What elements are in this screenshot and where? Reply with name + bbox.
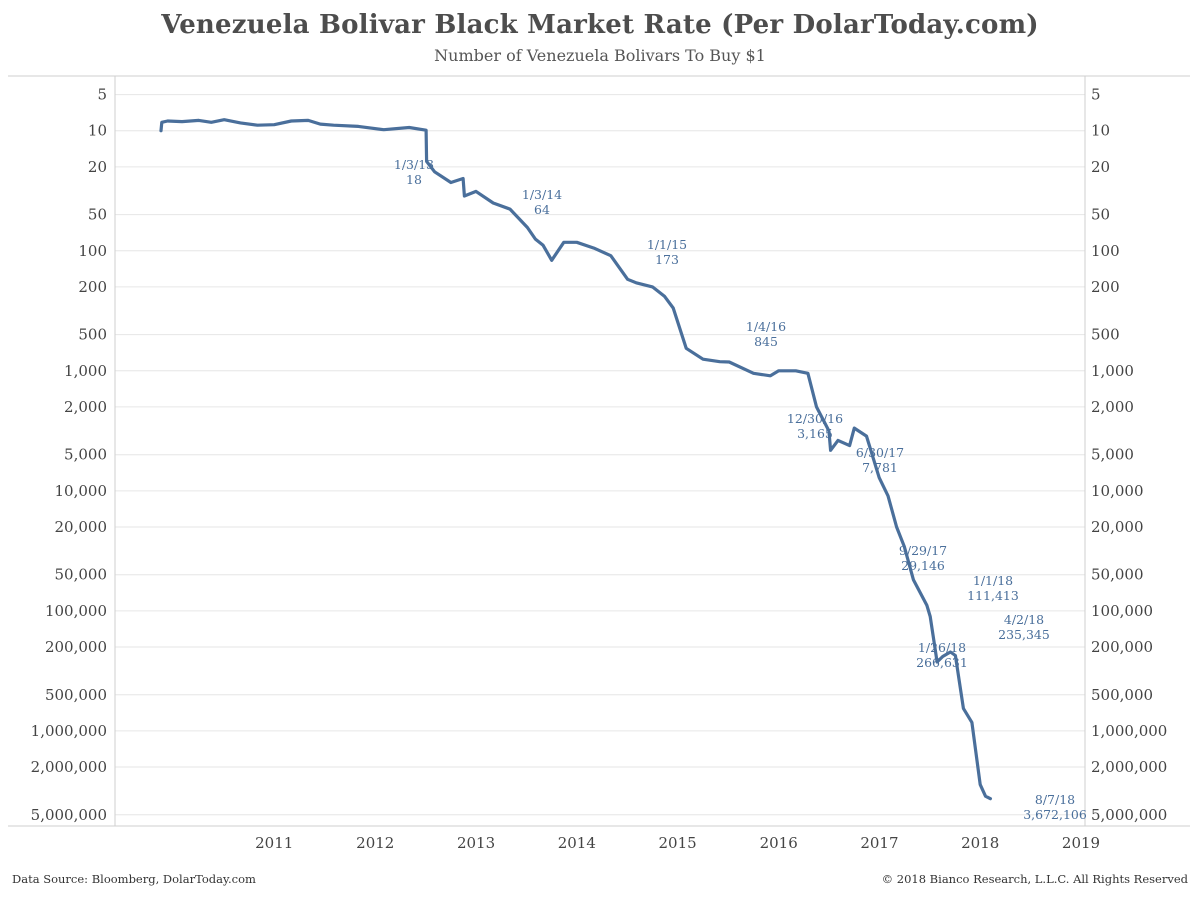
y-tick-label-left: 5,000,000 bbox=[31, 806, 107, 824]
annotation-value: 845 bbox=[754, 334, 778, 349]
y-tick-label-right: 2,000 bbox=[1091, 398, 1134, 416]
y-tick-label-left: 50,000 bbox=[55, 566, 108, 584]
annotation-label: 8/7/183,672,106 bbox=[1023, 792, 1087, 822]
chart-title: Venezuela Bolivar Black Market Rate (Per… bbox=[161, 10, 1039, 40]
annotation-value: 235,345 bbox=[998, 627, 1050, 642]
y-tick-label-left: 2,000,000 bbox=[31, 758, 107, 776]
y-axis-right: 5 10 20 50 100 200 500 1,000 2,000 5,000 10,000 20,… bbox=[1091, 86, 1167, 824]
y-tick-label-left: 50 bbox=[88, 206, 107, 224]
series-line bbox=[159, 118, 992, 801]
y-tick-label-left: 500 bbox=[78, 326, 107, 344]
y-tick-label-right: 500 bbox=[1091, 326, 1120, 344]
annotation-date: 1/1/18 bbox=[973, 573, 1013, 588]
x-tick-label: 2019 bbox=[1062, 834, 1100, 852]
y-tick-label-left: 200,000 bbox=[45, 638, 107, 656]
y-tick-label-right: 5 bbox=[1091, 86, 1101, 104]
x-tick-label: 2018 bbox=[961, 834, 999, 852]
y-tick-label-left: 5,000 bbox=[64, 446, 107, 464]
annotation-value: 111,413 bbox=[967, 588, 1019, 603]
y-tick-label-right: 5,000 bbox=[1091, 446, 1134, 464]
x-axis: 2011 2012 2013 2014 2015 2016 2017 2018 2019 bbox=[255, 834, 1100, 852]
y-tick-label-right: 500,000 bbox=[1091, 686, 1153, 704]
annotation-label: 6/30/177,781 bbox=[856, 445, 904, 475]
annotation-date: 6/30/17 bbox=[856, 445, 904, 460]
y-tick-label-left: 200 bbox=[78, 278, 107, 296]
series-group bbox=[159, 118, 992, 801]
annotation-value: 18 bbox=[406, 172, 422, 187]
annotation-value: 7,781 bbox=[862, 460, 898, 475]
annotation-date: 1/3/13 bbox=[394, 157, 434, 172]
x-tick-label: 2016 bbox=[760, 834, 798, 852]
y-tick-label-right: 5,000,000 bbox=[1091, 806, 1167, 824]
x-tick-label: 2015 bbox=[659, 834, 697, 852]
y-tick-label-left: 10,000 bbox=[55, 482, 108, 500]
y-tick-label-right: 200 bbox=[1091, 278, 1120, 296]
y-tick-label-left: 5 bbox=[97, 86, 107, 104]
annotation-date: 9/29/17 bbox=[899, 543, 947, 558]
y-tick-label-left: 20 bbox=[88, 158, 107, 176]
y-tick-label-left: 100 bbox=[78, 242, 107, 260]
data-source-note: Data Source: Bloomberg, DolarToday.com bbox=[12, 872, 256, 886]
y-tick-label-right: 50 bbox=[1091, 206, 1110, 224]
y-tick-label-right: 100,000 bbox=[1091, 602, 1153, 620]
x-tick-label: 2014 bbox=[558, 834, 596, 852]
annotation-date: 12/30/16 bbox=[787, 411, 843, 426]
annotation-value: 3,165 bbox=[797, 426, 833, 441]
y-tick-label-right: 1,000,000 bbox=[1091, 722, 1167, 740]
y-tick-label-left: 1,000 bbox=[64, 362, 107, 380]
x-tick-label: 2011 bbox=[255, 834, 293, 852]
annotation-value: 29,146 bbox=[901, 558, 945, 573]
annotation-value: 266,631 bbox=[916, 655, 968, 670]
y-tick-label-right: 50,000 bbox=[1091, 566, 1144, 584]
annotation-date: 4/2/18 bbox=[1004, 612, 1044, 627]
y-tick-label-right: 100 bbox=[1091, 242, 1120, 260]
annotation-label: 12/30/163,165 bbox=[787, 411, 843, 441]
x-tick-label: 2017 bbox=[860, 834, 898, 852]
annotation-date: 1/4/16 bbox=[746, 319, 786, 334]
y-tick-label-right: 10,000 bbox=[1091, 482, 1144, 500]
chart-subtitle: Number of Venezuela Bolivars To Buy $1 bbox=[434, 46, 766, 65]
y-tick-label-left: 500,000 bbox=[45, 686, 107, 704]
copyright-note: © 2018 Bianco Research, L.L.C. All Right… bbox=[881, 872, 1188, 886]
annotation-date: 1/26/18 bbox=[918, 640, 966, 655]
annotation-date: 1/1/15 bbox=[647, 237, 687, 252]
annotation-date: 1/3/14 bbox=[522, 187, 562, 202]
annotation-value: 3,672,106 bbox=[1023, 807, 1087, 822]
annotation-value: 64 bbox=[534, 202, 550, 217]
y-tick-label-left: 1,000,000 bbox=[31, 722, 107, 740]
y-tick-label-left: 2,000 bbox=[64, 398, 107, 416]
y-tick-label-left: 10 bbox=[88, 122, 107, 140]
y-axis-left: 5 10 20 50 100 200 500 1,000 2,000 5,000 10,000 20,… bbox=[31, 86, 107, 824]
y-tick-label-left: 20,000 bbox=[55, 518, 108, 536]
x-tick-label: 2013 bbox=[457, 834, 495, 852]
plot-frame bbox=[8, 75, 1190, 827]
y-tick-label-right: 10 bbox=[1091, 122, 1110, 140]
gridlines bbox=[115, 94, 1085, 816]
y-tick-label-right: 200,000 bbox=[1091, 638, 1153, 656]
annotation-value: 173 bbox=[655, 252, 679, 267]
annotation-date: 8/7/18 bbox=[1035, 792, 1075, 807]
y-tick-label-right: 20 bbox=[1091, 158, 1110, 176]
y-tick-label-left: 100,000 bbox=[45, 602, 107, 620]
y-tick-label-right: 20,000 bbox=[1091, 518, 1144, 536]
x-tick-label: 2012 bbox=[356, 834, 394, 852]
y-tick-label-right: 2,000,000 bbox=[1091, 758, 1167, 776]
y-tick-label-right: 1,000 bbox=[1091, 362, 1134, 380]
